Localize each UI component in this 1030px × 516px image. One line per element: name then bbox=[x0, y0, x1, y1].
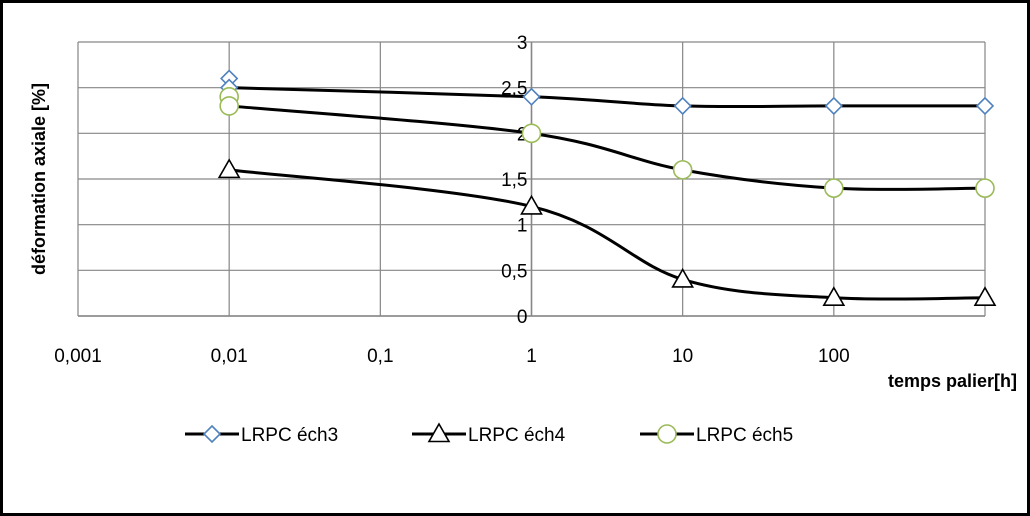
legend: LRPC éch3 LRPC éch4 LRPC éch5 bbox=[185, 422, 793, 446]
data-point bbox=[521, 123, 542, 144]
x-tick-label: 10 bbox=[672, 346, 693, 367]
y-tick-label: 2,5 bbox=[501, 79, 527, 100]
x-tick-label: 0,1 bbox=[367, 346, 393, 367]
y-tick-label: 0 bbox=[517, 307, 528, 328]
x-tick-label: 1 bbox=[526, 346, 537, 367]
x-tick-label: 100 bbox=[818, 346, 850, 367]
data-point bbox=[975, 96, 995, 116]
series-3 bbox=[219, 87, 995, 198]
data-point bbox=[824, 178, 844, 198]
data-point bbox=[822, 286, 846, 307]
data-point bbox=[824, 96, 843, 116]
legend-label: LRPC éch5 bbox=[696, 425, 793, 446]
y-axis-title: déformation axiale [%] bbox=[29, 83, 49, 275]
data-point bbox=[672, 160, 693, 180]
y-tick-label: 0,5 bbox=[501, 261, 527, 282]
legend-item: LRPC éch3 bbox=[185, 424, 338, 446]
x-axis-title: temps palier[h] bbox=[888, 371, 1017, 391]
series-1 bbox=[220, 69, 995, 116]
series-line bbox=[229, 104, 986, 191]
data-point bbox=[219, 96, 239, 116]
series-2 bbox=[217, 158, 997, 307]
data-point bbox=[217, 158, 241, 179]
data-point bbox=[673, 96, 692, 116]
legend-item: LRPC éch4 bbox=[412, 422, 566, 446]
legend-marker bbox=[657, 424, 677, 444]
y-tick-label: 1 bbox=[517, 216, 528, 237]
y-tick-label: 3 bbox=[517, 33, 528, 54]
data-point bbox=[975, 178, 995, 198]
data-point bbox=[522, 87, 541, 106]
y-tick-label: 1,5 bbox=[501, 170, 527, 191]
series-line bbox=[229, 86, 985, 109]
legend-label: LRPC éch4 bbox=[468, 425, 566, 446]
x-tick-label: 0,01 bbox=[211, 346, 248, 367]
series-line bbox=[228, 168, 986, 301]
data-point bbox=[973, 286, 997, 307]
legend-item: LRPC éch5 bbox=[640, 424, 793, 446]
legend-label: LRPC éch3 bbox=[241, 425, 338, 446]
legend-marker bbox=[202, 424, 222, 444]
x-tick-label: 0,001 bbox=[54, 346, 102, 367]
data-point bbox=[671, 267, 695, 288]
legend-marker bbox=[427, 422, 451, 443]
data-point bbox=[520, 194, 543, 215]
